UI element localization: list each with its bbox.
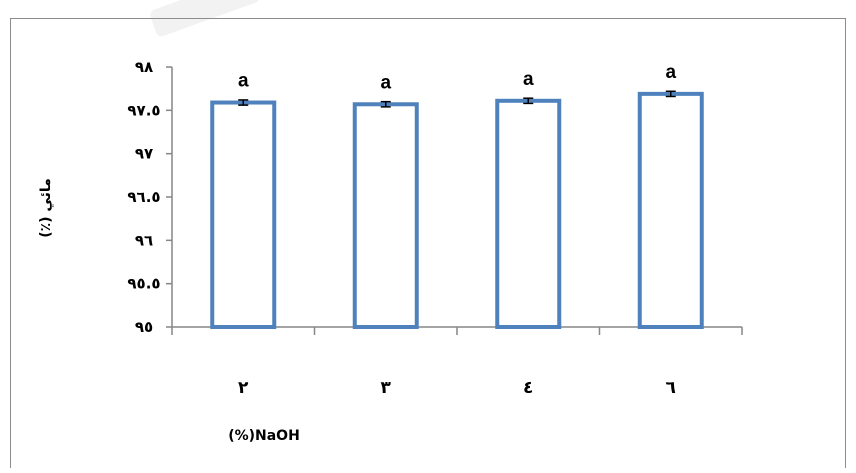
y-tick-label: ٩٧.٥ [127,101,160,119]
x-tick-label: ٣ [381,378,392,398]
y-axis-title: (٪) مائي [38,178,54,238]
x-tick-label: ٢ [238,378,249,398]
x-tick-label: ٤ [523,378,533,398]
bar [210,100,277,329]
y-tick-label: ٩٥.٥ [127,275,160,293]
x-axis-title: (%)NaOH [228,428,300,444]
bar [352,102,419,330]
chart-frame [10,18,846,468]
error-bars [238,90,676,108]
bars [210,91,704,330]
y-axis: ٩٨ ٩٧.٥ ٩٧ ٩٦.٥ ٩٦ ٩٥.٥ ٩٥ [127,58,173,336]
y-tick-label: ٩٨ [135,58,153,76]
data-label: a [665,62,676,83]
data-label: a [380,72,391,93]
bar [495,98,562,329]
bar [637,91,704,329]
y-tick-label: ٩٥ [135,318,153,336]
x-axis: ٢ ٣ ٤ ٦ [171,326,743,398]
y-tick-label: ٩٦.٥ [127,188,160,206]
data-label: a [238,71,249,92]
data-label: a [523,69,534,90]
x-tick-label: ٦ [666,378,676,398]
y-tick-label: ٩٦ [135,231,153,249]
y-tick-label: ٩٧ [135,145,153,163]
